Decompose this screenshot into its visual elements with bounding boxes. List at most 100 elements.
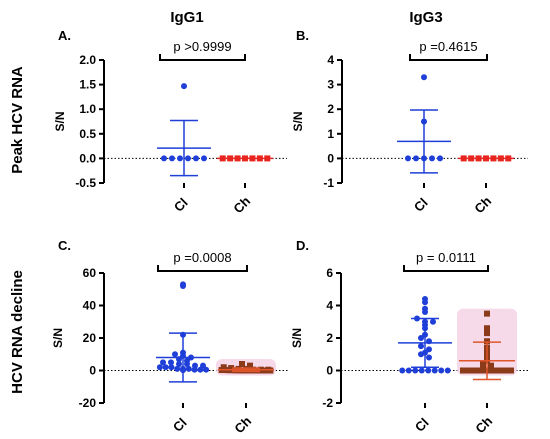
data-point-ch [260, 367, 267, 374]
data-point-cl [181, 83, 187, 90]
x-tick-label-ch: Ch [472, 413, 495, 436]
significance-bracket [403, 265, 489, 272]
data-point-ch [488, 362, 494, 369]
y-tick-label: 2 [327, 102, 334, 116]
data-point-cl [172, 351, 178, 358]
data-point-cl [185, 155, 191, 162]
data-point-cl [161, 155, 167, 162]
data-point-cl [430, 318, 436, 325]
y-axis-label: S/N [53, 111, 67, 131]
data-point-ch [480, 364, 486, 371]
p-value-label: p = 0.0111 [416, 250, 476, 265]
y-tick-label: -0.5 [75, 176, 96, 190]
data-point-ch [476, 367, 482, 374]
x-tick-label-ch: Ch [230, 193, 253, 216]
panel-label: B. [296, 28, 309, 43]
data-point-cl [180, 283, 186, 289]
data-point-cl [405, 155, 411, 162]
y-tick-label: 1.0 [79, 102, 96, 116]
data-point-ch [468, 367, 474, 374]
y-tick-label: 0 [89, 364, 96, 378]
column-title-igg1: IgG1 [170, 9, 203, 26]
panels: A. S/N -0.5 0.0 0.5 1.0 1.5 2.0 Cl Ch p >0.9999 B. S… [51, 28, 529, 436]
data-point-ch [508, 367, 514, 374]
p-value-label: p >0.9999 [173, 39, 231, 54]
y-tick-label: 20 [83, 331, 97, 345]
data-point-cl [156, 364, 163, 371]
data-point-ch [239, 361, 245, 367]
panel-label: C. [58, 238, 71, 253]
data-point-ch [264, 367, 271, 374]
y-tick-label: 0 [326, 364, 333, 378]
x-tick-label-cl: Cl [412, 415, 432, 435]
y-axis-label: S/N [51, 328, 65, 348]
data-point-ch [484, 310, 490, 317]
data-point-cl [418, 351, 424, 358]
data-point-cl [185, 365, 192, 372]
data-point-cl [176, 361, 182, 367]
data-point-cl [177, 155, 183, 162]
x-tick-label-cl: Cl [171, 195, 191, 215]
data-point-ch [267, 367, 274, 374]
data-point-cl [431, 367, 438, 374]
y-tick-label: -1 [323, 176, 334, 190]
y-tick-label: 0.0 [79, 151, 96, 165]
y-tick-label: 4 [326, 299, 333, 313]
data-point-cl [168, 364, 175, 371]
significance-bracket [157, 265, 248, 272]
panel-c: C. S/N -20 0 20 40 60 Cl Ch p =0.0008 [51, 238, 288, 436]
data-point-cl [174, 365, 181, 372]
data-point-cl [399, 367, 406, 374]
data-point-cl [426, 354, 432, 361]
significance-bracket [409, 54, 488, 61]
data-point-cl [168, 359, 174, 366]
data-point-cl [426, 346, 432, 353]
data-point-cl [169, 155, 175, 162]
y-tick-label: -2 [322, 396, 333, 410]
data-point-ch [484, 330, 490, 337]
y-tick-label: 1.5 [79, 78, 96, 92]
data-point-ch [484, 338, 490, 345]
significance-bracket [159, 54, 246, 61]
p-value-label: p =0.4615 [419, 39, 477, 54]
data-point-cl [437, 155, 443, 162]
data-point-ch [504, 367, 510, 374]
panel-a: A. S/N -0.5 0.0 0.5 1.0 1.5 2.0 Cl Ch p >0.9999 [53, 28, 287, 216]
data-point-ch [244, 367, 251, 374]
panel-label: A. [58, 28, 71, 43]
panel-d: D. S/N -2 0 2 4 6 Cl Ch p = 0.0111 [290, 238, 529, 436]
data-point-cl [418, 343, 424, 350]
data-point-cl [412, 367, 419, 374]
panel-label: D. [296, 238, 309, 253]
data-point-cl [184, 361, 190, 367]
y-tick-label: 2 [326, 331, 333, 345]
data-point-cl [418, 335, 424, 341]
p-value-label: p =0.0008 [173, 250, 231, 265]
y-tick-label: 1 [327, 127, 334, 141]
data-point-cl [160, 359, 166, 366]
data-point-ch [500, 367, 506, 374]
data-point-ch [484, 325, 490, 332]
data-point-ch [472, 367, 478, 374]
data-point-cl [444, 367, 451, 374]
x-tick-label-ch: Ch [471, 193, 494, 216]
data-point-ch [247, 367, 254, 374]
data-point-cl [162, 364, 169, 371]
y-tick-label: -20 [79, 396, 97, 410]
y-tick-label: 4 [327, 53, 334, 67]
y-axis-label: S/N [291, 111, 305, 131]
y-tick-label: 60 [83, 266, 97, 280]
y-tick-label: 6 [326, 266, 333, 280]
data-point-ch [247, 362, 253, 369]
row-title-hcv-rna-decline: HCV RNA decline [9, 270, 26, 394]
data-point-ch [460, 367, 466, 374]
data-point-ch [464, 367, 470, 374]
panel-b: B. S/N -1 0 1 2 3 4 Cl Ch p =0.4615 [291, 28, 528, 216]
data-point-cl [413, 155, 419, 162]
data-point-ch [251, 367, 258, 374]
data-point-cl [429, 155, 435, 162]
y-tick-label: 2.0 [79, 53, 96, 67]
data-point-ch [480, 367, 486, 374]
data-point-cl [422, 309, 428, 315]
